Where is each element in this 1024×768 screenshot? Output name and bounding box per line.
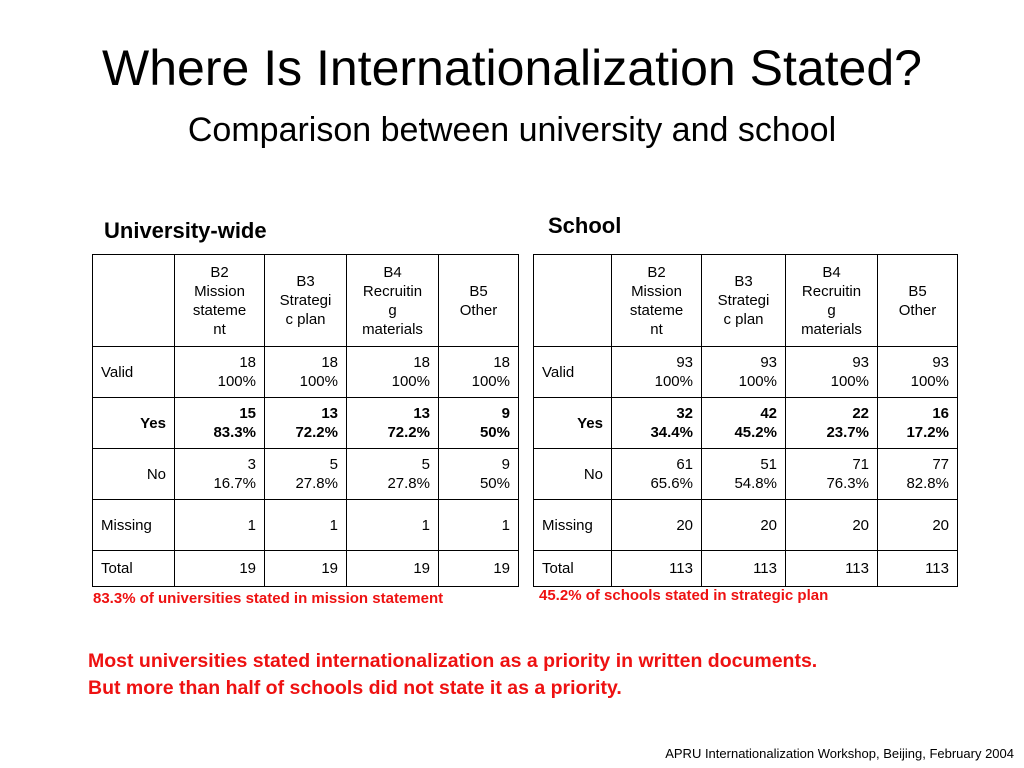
table-cell: 20 — [611, 499, 702, 551]
conclusion-text: Most universities stated internationaliz… — [88, 648, 817, 702]
table-cell: 20 — [785, 499, 878, 551]
table-cell: 20 — [701, 499, 786, 551]
table-cell: 51 54.8% — [701, 448, 786, 500]
table-cell: 113 — [611, 550, 702, 587]
table-cell: 5 27.8% — [264, 448, 347, 500]
row-label: Valid — [533, 346, 612, 398]
table-cell: 93 100% — [877, 346, 958, 398]
table-cell: 19 — [438, 550, 519, 587]
table-cell: 13 72.2% — [264, 397, 347, 449]
row-label: Missing — [92, 499, 175, 551]
table-row-total: Total 19 19 19 19 — [92, 550, 519, 587]
conclusion-line-1: Most universities stated internationaliz… — [88, 650, 818, 672]
table-cell: 113 — [701, 550, 786, 587]
header-b5: B5 Other — [438, 254, 519, 347]
header-b3: B3 Strategi c plan — [264, 254, 347, 347]
row-label: Yes — [533, 397, 612, 449]
table-cell: 93 100% — [701, 346, 786, 398]
row-label: No — [92, 448, 175, 500]
table-header-row: B2 Mission stateme nt B3 Strategi c plan B4 Re… — [92, 254, 519, 347]
table-row-no: No 61 65.6% 51 54.8% 71 76.3% 77 82.8% — [533, 448, 958, 500]
table-cell: 18 100% — [174, 346, 265, 398]
table-cell: 20 — [877, 499, 958, 551]
header-b3: B3 Strategi c plan — [701, 254, 786, 347]
table-cell: 1 — [438, 499, 519, 551]
table-cell: 9 50% — [438, 397, 519, 449]
table-cell: 77 82.8% — [877, 448, 958, 500]
header-b5: B5 Other — [877, 254, 958, 347]
row-label: Missing — [533, 499, 612, 551]
table-cell: 93 100% — [785, 346, 878, 398]
row-label: Total — [92, 550, 175, 587]
header-b4: B4 Recruitin g materials — [785, 254, 878, 347]
slide-subtitle: Comparison between university and school — [187, 111, 837, 149]
slide-title: Where Is Internationalization Stated? — [102, 40, 922, 96]
school-section-label: School — [548, 213, 622, 238]
table-row-total: Total 113 113 113 113 — [533, 550, 958, 587]
table-row-missing: Missing 1 1 1 1 — [92, 499, 519, 551]
table-cell: 1 — [346, 499, 439, 551]
university-note: 83.3% of universities stated in mission … — [93, 590, 444, 607]
table-row-yes: Yes 32 34.4% 42 45.2% 22 23.7% 16 17.2% — [533, 397, 958, 449]
table-cell: 22 23.7% — [785, 397, 878, 449]
table-cell: 113 — [877, 550, 958, 587]
table-cell: 93 100% — [611, 346, 702, 398]
university-section-label: University-wide — [104, 218, 267, 243]
row-label: Yes — [92, 397, 175, 449]
row-label: No — [533, 448, 612, 500]
table-cell: 19 — [174, 550, 265, 587]
school-table: B2 Mission stateme nt B3 Strategi c plan B4 Re… — [533, 254, 958, 587]
table-cell: 15 83.3% — [174, 397, 265, 449]
university-table: B2 Mission stateme nt B3 Strategi c plan B4 Re… — [92, 254, 519, 587]
table-cell: 42 45.2% — [701, 397, 786, 449]
table-cell: 16 17.2% — [877, 397, 958, 449]
table-cell: 1 — [174, 499, 265, 551]
table-cell: 1 — [264, 499, 347, 551]
table-row-yes: Yes 15 83.3% 13 72.2% 13 72.2% 9 50% — [92, 397, 519, 449]
table-cell: 19 — [264, 550, 347, 587]
table-cell: 113 — [785, 550, 878, 587]
header-b2: B2 Mission stateme nt — [174, 254, 265, 347]
table-cell: 71 76.3% — [785, 448, 878, 500]
table-cell: 5 27.8% — [346, 448, 439, 500]
header-b4: B4 Recruitin g materials — [346, 254, 439, 347]
table-header-row: B2 Mission stateme nt B3 Strategi c plan B4 Re… — [533, 254, 958, 347]
table-cell: 32 34.4% — [611, 397, 702, 449]
table-cell: 19 — [346, 550, 439, 587]
table-cell: 18 100% — [346, 346, 439, 398]
table-cell: 61 65.6% — [611, 448, 702, 500]
row-label: Valid — [92, 346, 175, 398]
table-cell: 3 16.7% — [174, 448, 265, 500]
table-cell: 13 72.2% — [346, 397, 439, 449]
table-row-no: No 3 16.7% 5 27.8% 5 27.8% 9 50% — [92, 448, 519, 500]
table-cell: 9 50% — [438, 448, 519, 500]
table-cell: 18 100% — [264, 346, 347, 398]
corner-cell — [92, 254, 175, 347]
corner-cell — [533, 254, 612, 347]
slide-footer: APRU Internationalization Workshop, Beij… — [665, 746, 1014, 761]
table-row-valid: Valid 18 100% 18 100% 18 100% 18 100% — [92, 346, 519, 398]
school-note: 45.2% of schools stated in strategic pla… — [539, 587, 829, 604]
header-b2: B2 Mission stateme nt — [611, 254, 702, 347]
conclusion-line-2: But more than half of schools did not st… — [88, 677, 622, 699]
table-row-missing: Missing 20 20 20 20 — [533, 499, 958, 551]
row-label: Total — [533, 550, 612, 587]
table-row-valid: Valid 93 100% 93 100% 93 100% 93 100% — [533, 346, 958, 398]
table-cell: 18 100% — [438, 346, 519, 398]
